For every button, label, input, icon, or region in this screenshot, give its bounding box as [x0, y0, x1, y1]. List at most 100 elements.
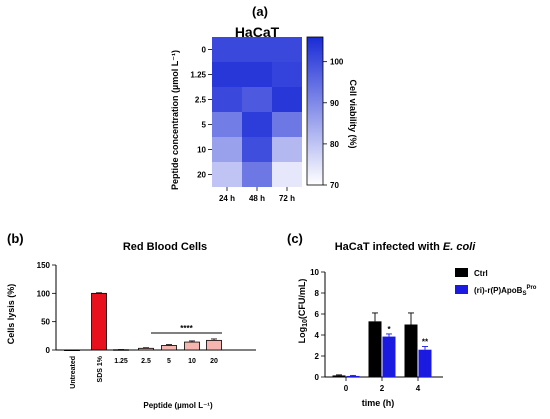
infection-ylabel-base: Log: [297, 327, 307, 344]
panel-b-label: (b): [7, 231, 24, 246]
rbc-x-axis-label: Peptide (µmol L⁻¹): [143, 401, 213, 410]
legend-peptide-label: (ri)-r(P)ApoBSPro: [474, 285, 537, 297]
infection-tick-labels: 0 2 4 6 8 10 0 2 4: [310, 268, 421, 393]
heatmap-row-label: 2.5: [195, 96, 207, 105]
heatmap-cell: [242, 62, 272, 87]
panel-c-label: (c): [287, 231, 303, 246]
rbc-y-tick-label: 50: [41, 318, 50, 327]
heatmap-column-labels: 24 h 48 h 72 h: [219, 187, 295, 203]
rbc-y-tick-label: 0: [46, 346, 51, 355]
infection-significance-mark: **: [422, 338, 429, 347]
infection-chart-title: HaCaT infected with E. coli: [335, 241, 477, 253]
heatmap-cell: [272, 112, 302, 137]
rbc-bar: [138, 347, 154, 351]
infection-significance-mark: *: [387, 325, 391, 334]
heatmap-cell: [272, 62, 302, 87]
legend-peptide-sub: S: [522, 291, 526, 297]
infection-y-tick-label: 6: [315, 310, 320, 319]
rbc-chart-title: Red Blood Cells: [123, 241, 207, 253]
infection-bar: [382, 336, 396, 377]
heatmap-cell: [272, 162, 302, 187]
heatmap-cells: [212, 37, 302, 187]
rbc-tick-labels: 0 50 100 150 Untreated SDS 1% 1.25 2.5 5 10 20: [37, 261, 218, 389]
heatmap-cell: [242, 37, 272, 62]
legend-peptide-swatch: [455, 285, 468, 294]
rbc-significance-mark: ****: [180, 324, 193, 333]
legend-ctrl-label: Ctrl: [474, 269, 488, 278]
infection-bar: [332, 375, 346, 377]
heatmap-column-label: 48 h: [249, 194, 265, 203]
rbc-axes: [52, 264, 256, 351]
rbc-bar: [206, 339, 222, 351]
heatmap-cell: [212, 112, 242, 137]
heatmap-row-label: 5: [202, 121, 207, 130]
infection-category-label: 2: [380, 384, 385, 393]
colorbar-tick-label: 80: [330, 140, 339, 149]
rbc-category-label: 1.25: [114, 358, 128, 365]
heatmap-column-label: 24 h: [219, 194, 235, 203]
infection-legend: Ctrl (ri)-r(P)ApoBSPro: [455, 268, 537, 297]
heatmap-cell: [212, 137, 242, 162]
rbc-bar: [184, 341, 200, 351]
colorbar-ticks: 70 80 90 100: [323, 58, 344, 190]
colorbar-tick-label: 100: [330, 58, 344, 67]
heatmap-cell: [212, 62, 242, 87]
heatmap-cell: [242, 87, 272, 112]
infection-y-tick-label: 10: [310, 268, 319, 277]
rbc-y-tick-label: 100: [37, 289, 51, 298]
heatmap-row-label: 20: [197, 171, 206, 180]
heatmap-y-axis-label: Peptide concentration (µmol L⁻¹): [170, 50, 180, 190]
infection-y-axis-label: Log10(CFU/mL): [297, 279, 309, 344]
colorbar-label: Cell viability (%): [348, 79, 358, 148]
panel-a-label: (a): [252, 4, 268, 19]
heatmap-cell: [242, 162, 272, 187]
rbc-category-label: 5: [167, 358, 171, 365]
rbc-category-label: 20: [210, 358, 218, 365]
rbc-y-tick-label: 150: [37, 261, 51, 270]
legend-ctrl-swatch: [455, 268, 468, 277]
heatmap-cell: [212, 87, 242, 112]
infection-y-tick-label: 0: [315, 373, 320, 382]
heatmap-cell: [272, 87, 302, 112]
legend-peptide-sup: Pro: [526, 285, 536, 291]
heatmap-cell: [242, 112, 272, 137]
rbc-category-label: SDS 1%: [97, 355, 104, 382]
infection-category-label: 4: [416, 384, 421, 393]
infection-bar: [404, 324, 418, 377]
rbc-bar: [64, 349, 80, 352]
rbc-bar: [91, 292, 107, 351]
heatmap-cell: [272, 37, 302, 62]
rbc-bar: [161, 345, 177, 351]
rbc-category-label: 10: [188, 358, 196, 365]
heatmap-cell: [242, 137, 272, 162]
heatmap-row-label: 0: [202, 46, 207, 55]
infection-bars: ***: [332, 312, 432, 377]
heatmap-title: HaCaT: [235, 24, 280, 40]
colorbar-tick-label: 90: [330, 99, 339, 108]
infection-y-tick-label: 8: [315, 289, 320, 298]
heatmap-row-label: 1.25: [190, 71, 206, 80]
infection-title-species: E. coli: [443, 241, 476, 253]
heatmap-row-label: 10: [197, 146, 206, 155]
colorbar-tick-label: 70: [330, 181, 339, 190]
rbc-category-label: 2.5: [141, 358, 151, 365]
infection-y-tick-label: 4: [315, 331, 320, 340]
heatmap-row-labels: 0 1.25 2.5 5 10 20: [190, 46, 212, 180]
heatmap-cell: [272, 137, 302, 162]
infection-bar: [418, 349, 432, 377]
infection-category-label: 0: [344, 384, 349, 393]
infection-title-prefix: HaCaT infected with: [335, 241, 443, 253]
heatmap-column-label: 72 h: [279, 194, 295, 203]
infection-bar: [346, 375, 360, 377]
infection-bar: [368, 321, 382, 377]
rbc-bars: [64, 292, 222, 352]
heatmap-cell: [212, 37, 242, 62]
rbc-y-axis-label: Cells lysis (%): [6, 284, 16, 345]
infection-ylabel-sub: 10: [302, 319, 309, 327]
colorbar: [306, 36, 324, 186]
legend-peptide-main: (ri)-r(P)ApoB: [474, 286, 523, 295]
rbc-category-label: Untreated: [70, 356, 77, 389]
infection-y-tick-label: 2: [315, 352, 320, 361]
infection-x-axis-label: time (h): [362, 398, 395, 408]
